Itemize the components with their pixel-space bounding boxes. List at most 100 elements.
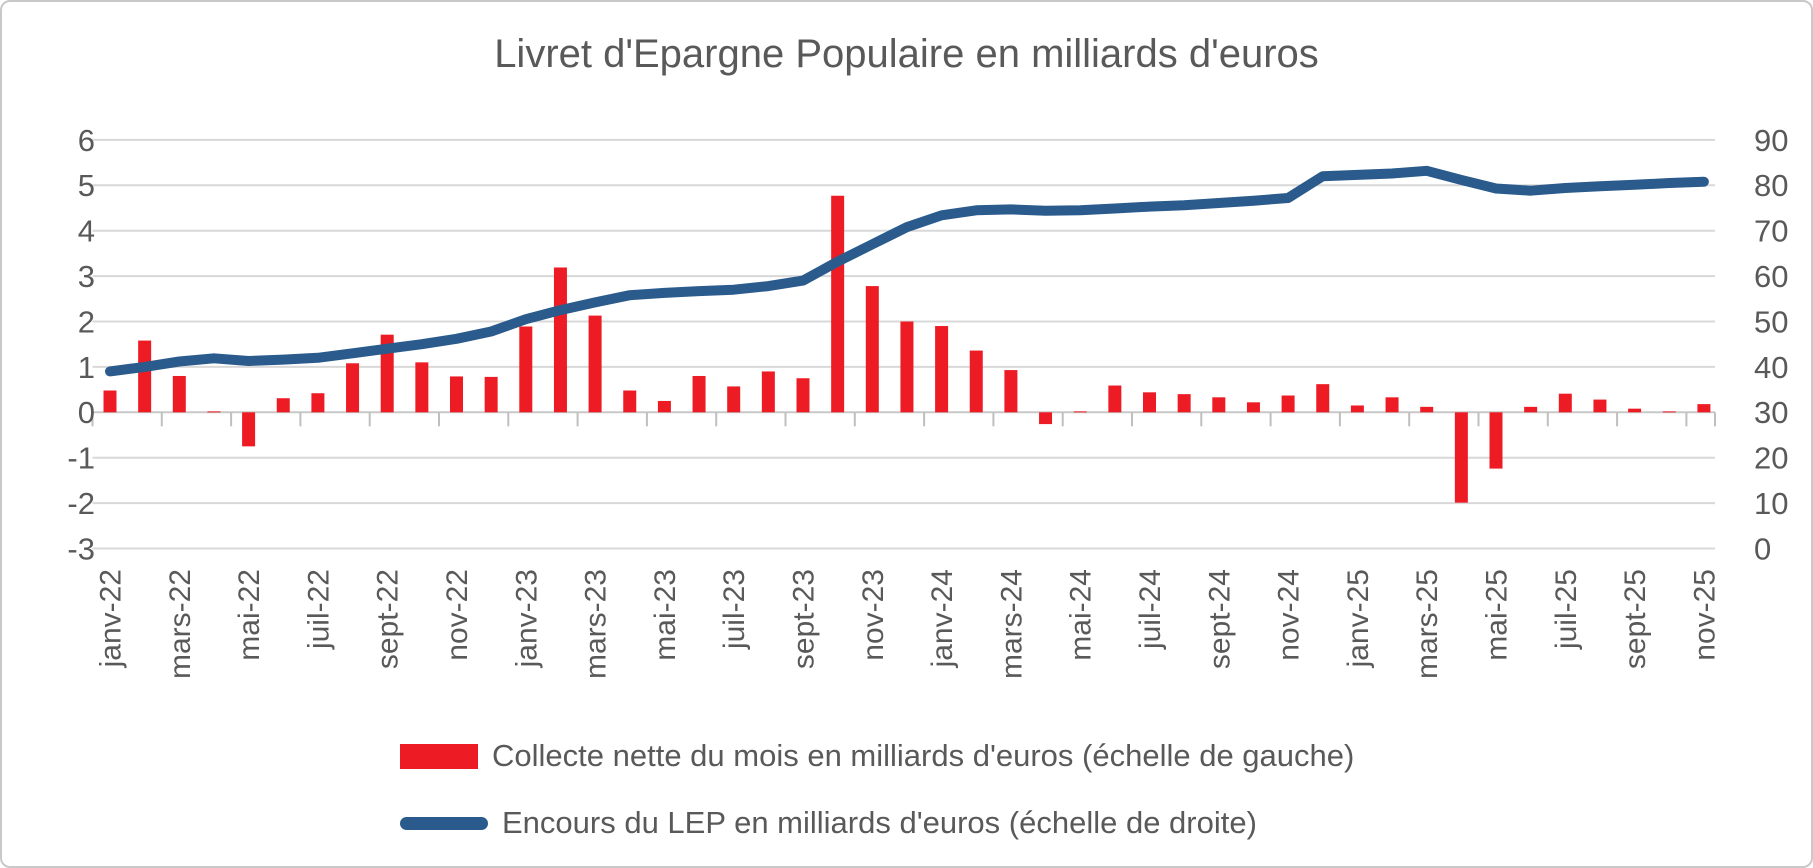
collecte-bar [1143,392,1156,413]
y-axis-label-left: 1 [78,350,95,385]
collecte-bar [1246,402,1260,413]
x-axis-label: sept-24 [1203,569,1236,669]
y-axis-label-right: 80 [1754,168,1788,203]
y-axis-label-right: 60 [1754,259,1788,294]
y-axis-label-left: 4 [78,214,95,249]
x-axis-label: sept-25 [1619,569,1652,669]
x-axis-label: mars-25 [1411,569,1444,679]
collecte-bar [450,376,463,413]
collecte-bar [519,326,533,413]
collecte-bar [103,390,117,413]
encours-line [105,165,1709,377]
y-axis-label-left: 2 [78,304,95,339]
collecte-bar [727,386,741,413]
y-axis-label-left: -1 [67,441,95,476]
x-axis-label: janv-22 [95,569,128,668]
x-axis-label: mai-23 [649,569,682,661]
x-axis-label: mars-22 [164,569,197,679]
collecte-bar [1281,395,1295,413]
x-axis-label: janv-25 [1342,569,1375,668]
collecte-bar [1316,384,1330,413]
collecte-bar [623,390,637,413]
collecte-legend-swatch [400,743,478,769]
y-axis-label-right: 30 [1754,395,1788,430]
collecte-bar [1385,397,1399,413]
encours-legend-label: Encours du LEP en milliards d'euros (éch… [502,805,1257,840]
collecte-bar [1108,385,1122,413]
collecte-bar [276,398,290,413]
y-axis-label-left: 6 [78,123,95,158]
collecte-bar [657,400,671,413]
y-axis-label-right: 50 [1754,304,1788,339]
x-axis-label: mars-23 [580,569,613,679]
collecte-bar [692,375,706,413]
encours-legend-swatch [400,816,488,830]
x-axis-label: sept-23 [788,569,821,669]
collecte-bar [900,321,914,413]
collecte-bar [1004,370,1018,413]
x-axis-label: mai-25 [1481,569,1514,661]
collecte-bar [1662,411,1676,413]
chart-title: Livret d'Epargne Populaire en milliards … [494,32,1319,76]
collecte-bar [1177,394,1191,413]
y-axis-label-left: -2 [67,486,95,521]
x-axis-label: nov-24 [1273,569,1306,661]
collecte-bar [1524,406,1538,413]
collecte-bar [865,286,879,413]
x-axis-label: juil-22 [302,569,335,650]
collecte-bar [484,376,498,413]
x-axis-label: mai-22 [233,569,266,661]
legend-item-collecte: Collecte nette du mois en milliards d'eu… [400,738,1354,774]
y-axis-label-right: 90 [1754,123,1788,158]
collecte-bar [935,326,949,413]
collecte-bar [172,375,186,413]
x-axis-label: juil-23 [718,569,751,650]
collecte-bar [1454,412,1468,503]
x-axis-label: sept-22 [372,569,405,669]
collecte-bar [242,412,256,447]
collecte-bar [831,195,845,413]
x-axis-label: janv-24 [926,569,959,668]
x-axis-label: mai-24 [1065,569,1098,661]
y-axis-label-left: -3 [67,531,95,566]
x-axis-label: juil-24 [1134,569,1167,650]
legend-item-encours: Encours du LEP en milliards d'euros (éch… [400,805,1257,841]
collecte-bar [1039,412,1053,425]
collecte-bar [588,315,602,413]
collecte-bar [1489,412,1503,469]
x-axis-label: juil-25 [1550,569,1583,650]
collecte-bar [1558,393,1572,413]
collecte-legend-label: Collecte nette du mois en milliards d'eu… [492,738,1355,773]
collecte-bar [1212,397,1226,413]
collecte-bar [1350,405,1364,413]
collecte-bar [207,411,221,413]
y-axis-label-left: 0 [78,395,95,430]
collecte-bar [553,267,567,413]
y-axis-label-left: 5 [78,168,95,203]
x-axis-label: nov-23 [857,569,890,661]
x-axis-label: nov-25 [1688,569,1721,661]
collecte-bar [415,362,429,413]
collecte-bar [1420,406,1434,413]
y-axis-label-left: 3 [78,259,95,294]
collecte-bar [761,371,775,413]
collecte-bar [346,363,360,413]
y-axis-label-right: 0 [1754,531,1771,566]
collecte-bar [1697,404,1711,413]
y-axis-label-right: 70 [1754,214,1788,249]
collecte-bar [796,378,810,413]
collecte-bar [1073,411,1087,413]
collecte-bar [1593,399,1607,413]
y-axis-label-right: 20 [1754,441,1788,476]
x-axis-label: janv-23 [510,569,543,668]
x-axis-label: nov-22 [441,569,474,661]
collecte-bar [138,340,152,413]
collecte-bar [311,393,325,413]
collecte-bar [969,350,983,413]
collecte-bar [1628,408,1642,413]
y-axis-label-right: 10 [1754,486,1788,521]
x-axis-label: mars-24 [995,569,1028,679]
y-axis-label-right: 40 [1754,350,1788,385]
